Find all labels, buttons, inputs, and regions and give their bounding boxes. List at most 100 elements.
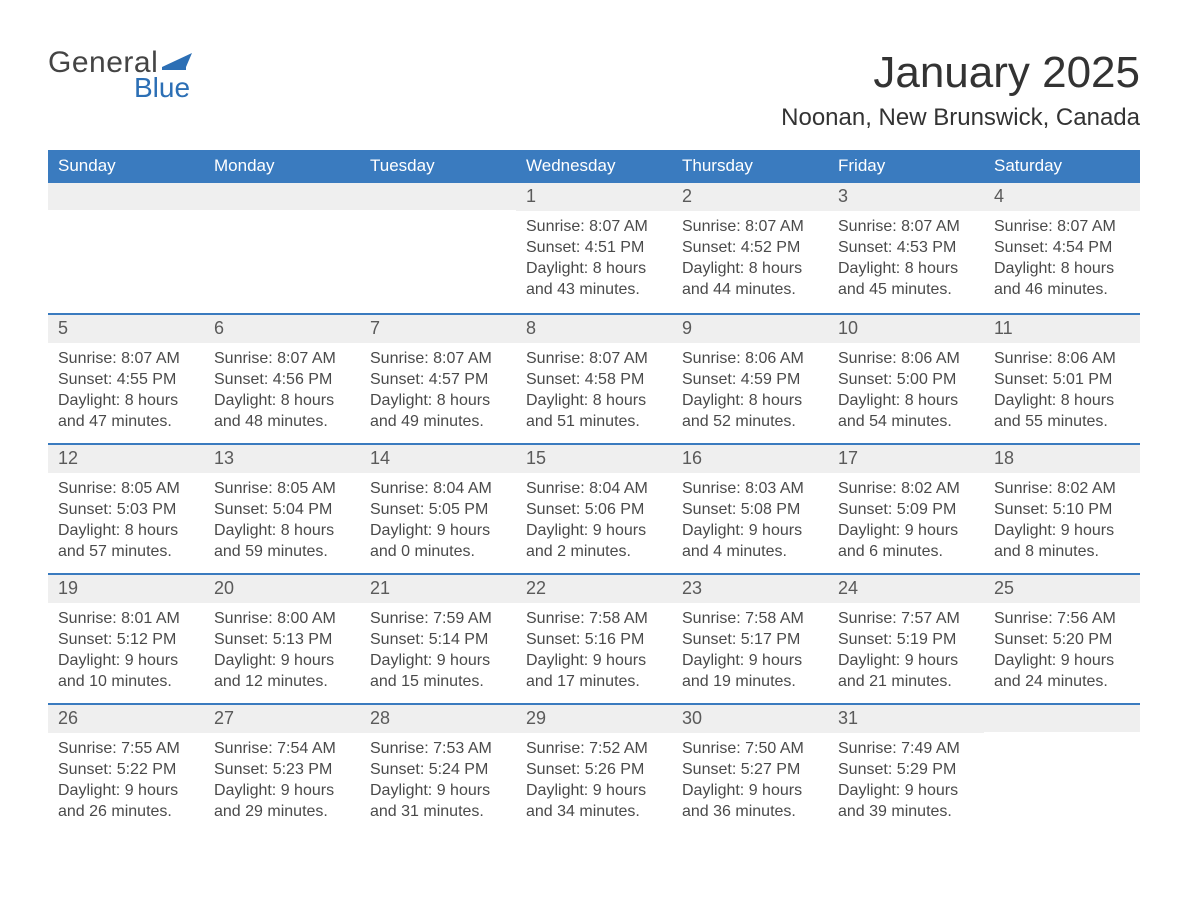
date-number: 11 <box>984 315 1140 343</box>
daylight-text: Daylight: 9 hours and 21 minutes. <box>838 650 974 692</box>
sunset-text: Sunset: 5:24 PM <box>370 759 506 780</box>
day-of-week-header: Sunday Monday Tuesday Wednesday Thursday… <box>48 150 1140 183</box>
calendar-cell: 26Sunrise: 7:55 AMSunset: 5:22 PMDayligh… <box>48 705 204 833</box>
sunrise-text: Sunrise: 7:52 AM <box>526 738 662 759</box>
calendar-cell: 21Sunrise: 7:59 AMSunset: 5:14 PMDayligh… <box>360 575 516 703</box>
daylight-text: Daylight: 9 hours and 29 minutes. <box>214 780 350 822</box>
calendar-cell: 27Sunrise: 7:54 AMSunset: 5:23 PMDayligh… <box>204 705 360 833</box>
sunset-text: Sunset: 5:19 PM <box>838 629 974 650</box>
daylight-text: Daylight: 8 hours and 48 minutes. <box>214 390 350 432</box>
calendar-cell: 19Sunrise: 8:01 AMSunset: 5:12 PMDayligh… <box>48 575 204 703</box>
sunrise-text: Sunrise: 7:56 AM <box>994 608 1130 629</box>
day-info: Sunrise: 7:52 AMSunset: 5:26 PMDaylight:… <box>526 738 662 822</box>
date-number: 4 <box>984 183 1140 211</box>
date-number: 19 <box>48 575 204 603</box>
sunset-text: Sunset: 5:09 PM <box>838 499 974 520</box>
sunset-text: Sunset: 5:23 PM <box>214 759 350 780</box>
day-info: Sunrise: 8:06 AMSunset: 5:01 PMDaylight:… <box>994 348 1130 432</box>
dow-wednesday: Wednesday <box>516 150 672 183</box>
day-info: Sunrise: 8:07 AMSunset: 4:55 PMDaylight:… <box>58 348 194 432</box>
logo-text-blue: Blue <box>134 74 192 102</box>
daylight-text: Daylight: 8 hours and 51 minutes. <box>526 390 662 432</box>
daylight-text: Daylight: 9 hours and 39 minutes. <box>838 780 974 822</box>
calendar-cell: 11 Sunrise: 8:06 AMSunset: 5:01 PMDayligh… <box>984 315 1140 443</box>
daylight-text: Daylight: 9 hours and 17 minutes. <box>526 650 662 692</box>
date-number: 16 <box>672 445 828 473</box>
calendar-cell <box>984 705 1140 833</box>
daylight-text: Daylight: 9 hours and 8 minutes. <box>994 520 1130 562</box>
sunrise-text: Sunrise: 8:02 AM <box>838 478 974 499</box>
sunrise-text: Sunrise: 8:04 AM <box>370 478 506 499</box>
day-info: Sunrise: 8:04 AMSunset: 5:06 PMDaylight:… <box>526 478 662 562</box>
daylight-text: Daylight: 8 hours and 49 minutes. <box>370 390 506 432</box>
day-info: Sunrise: 7:57 AMSunset: 5:19 PMDaylight:… <box>838 608 974 692</box>
sunset-text: Sunset: 5:29 PM <box>838 759 974 780</box>
date-number: 13 <box>204 445 360 473</box>
sunset-text: Sunset: 4:57 PM <box>370 369 506 390</box>
sunset-text: Sunset: 5:08 PM <box>682 499 818 520</box>
sunset-text: Sunset: 5:22 PM <box>58 759 194 780</box>
date-number: 21 <box>360 575 516 603</box>
dow-saturday: Saturday <box>984 150 1140 183</box>
calendar-cell: 16Sunrise: 8:03 AMSunset: 5:08 PMDayligh… <box>672 445 828 573</box>
dow-sunday: Sunday <box>48 150 204 183</box>
date-number: 25 <box>984 575 1140 603</box>
date-number <box>984 705 1140 732</box>
day-info: Sunrise: 7:55 AMSunset: 5:22 PMDaylight:… <box>58 738 194 822</box>
calendar-cell: 24Sunrise: 7:57 AMSunset: 5:19 PMDayligh… <box>828 575 984 703</box>
day-info: Sunrise: 7:56 AMSunset: 5:20 PMDaylight:… <box>994 608 1130 692</box>
calendar-cell <box>48 183 204 313</box>
sunrise-text: Sunrise: 8:07 AM <box>838 216 974 237</box>
date-number: 6 <box>204 315 360 343</box>
flag-icon <box>162 53 192 75</box>
calendar-cell: 20 Sunrise: 8:00 AMSunset: 5:13 PMDayligh… <box>204 575 360 703</box>
daylight-text: Daylight: 8 hours and 54 minutes. <box>838 390 974 432</box>
dow-friday: Friday <box>828 150 984 183</box>
date-number: 31 <box>828 705 984 733</box>
date-number: 22 <box>516 575 672 603</box>
day-info: Sunrise: 8:07 AMSunset: 4:58 PMDaylight:… <box>526 348 662 432</box>
day-info: Sunrise: 8:02 AMSunset: 5:10 PMDaylight:… <box>994 478 1130 562</box>
date-number: 17 <box>828 445 984 473</box>
sunrise-text: Sunrise: 8:05 AM <box>58 478 194 499</box>
sunrise-text: Sunrise: 8:06 AM <box>682 348 818 369</box>
sunset-text: Sunset: 5:17 PM <box>682 629 818 650</box>
date-number: 7 <box>360 315 516 343</box>
calendar-cell: 15Sunrise: 8:04 AMSunset: 5:06 PMDayligh… <box>516 445 672 573</box>
date-number: 2 <box>672 183 828 211</box>
day-info: Sunrise: 7:58 AMSunset: 5:16 PMDaylight:… <box>526 608 662 692</box>
sunrise-text: Sunrise: 8:06 AM <box>994 348 1130 369</box>
day-info: Sunrise: 8:00 AMSunset: 5:13 PMDaylight:… <box>214 608 350 692</box>
sunrise-text: Sunrise: 7:58 AM <box>526 608 662 629</box>
calendar-cell: 17Sunrise: 8:02 AMSunset: 5:09 PMDayligh… <box>828 445 984 573</box>
day-info: Sunrise: 7:49 AMSunset: 5:29 PMDaylight:… <box>838 738 974 822</box>
daylight-text: Daylight: 9 hours and 31 minutes. <box>370 780 506 822</box>
date-number: 20 <box>204 575 360 603</box>
sunrise-text: Sunrise: 8:07 AM <box>682 216 818 237</box>
daylight-text: Daylight: 9 hours and 36 minutes. <box>682 780 818 822</box>
daylight-text: Daylight: 9 hours and 24 minutes. <box>994 650 1130 692</box>
day-info: Sunrise: 8:07 AMSunset: 4:56 PMDaylight:… <box>214 348 350 432</box>
calendar-cell <box>204 183 360 313</box>
sunset-text: Sunset: 5:27 PM <box>682 759 818 780</box>
sunset-text: Sunset: 5:26 PM <box>526 759 662 780</box>
logo: General Blue <box>48 48 192 102</box>
date-number: 29 <box>516 705 672 733</box>
calendar-week: 12Sunrise: 8:05 AMSunset: 5:03 PMDayligh… <box>48 443 1140 573</box>
daylight-text: Daylight: 8 hours and 44 minutes. <box>682 258 818 300</box>
day-info: Sunrise: 7:50 AMSunset: 5:27 PMDaylight:… <box>682 738 818 822</box>
calendar-cell: 22 Sunrise: 7:58 AMSunset: 5:16 PMDayligh… <box>516 575 672 703</box>
sunset-text: Sunset: 4:56 PM <box>214 369 350 390</box>
daylight-text: Daylight: 8 hours and 55 minutes. <box>994 390 1130 432</box>
calendar-cell: 28Sunrise: 7:53 AMSunset: 5:24 PMDayligh… <box>360 705 516 833</box>
date-number: 23 <box>672 575 828 603</box>
date-number <box>204 183 360 210</box>
calendar-cell: 9Sunrise: 8:06 AMSunset: 4:59 PMDaylight… <box>672 315 828 443</box>
daylight-text: Daylight: 9 hours and 2 minutes. <box>526 520 662 562</box>
calendar-cell: 12Sunrise: 8:05 AMSunset: 5:03 PMDayligh… <box>48 445 204 573</box>
sunset-text: Sunset: 5:16 PM <box>526 629 662 650</box>
date-number: 30 <box>672 705 828 733</box>
calendar-cell: 29 Sunrise: 7:52 AMSunset: 5:26 PMDayligh… <box>516 705 672 833</box>
daylight-text: Daylight: 8 hours and 46 minutes. <box>994 258 1130 300</box>
sunrise-text: Sunrise: 8:07 AM <box>214 348 350 369</box>
